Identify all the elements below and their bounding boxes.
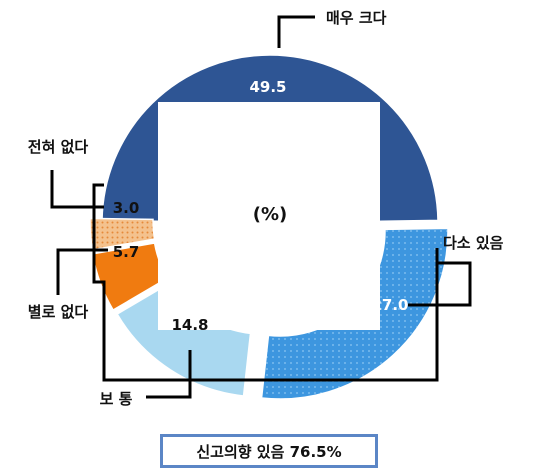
callout-line-2	[408, 248, 472, 307]
bracket-line	[92, 183, 439, 382]
value-label-2: 27.0	[371, 296, 408, 314]
category-label-2: 다소 있음	[443, 234, 504, 252]
callout-line-5	[50, 170, 104, 209]
center-panel	[158, 102, 380, 330]
category-label-5: 전혀 없다	[28, 138, 89, 156]
callout-line-3	[146, 350, 192, 399]
value-label-1: 49.5	[249, 78, 286, 96]
category-label-3: 보 통	[100, 390, 133, 408]
callout-line-4	[56, 248, 108, 295]
value-label-5: 3.0	[113, 199, 140, 217]
center-label: (%)	[253, 204, 288, 225]
slice-5	[89, 217, 156, 251]
summary-box: 신고의향 있음 76.5%	[160, 434, 378, 468]
category-label-4: 별로 없다	[28, 303, 89, 321]
category-label-1: 매우 크다	[326, 9, 387, 27]
value-label-3: 14.8	[171, 316, 208, 334]
callout-line-1	[277, 15, 315, 48]
value-label-4: 5.7	[113, 243, 140, 261]
